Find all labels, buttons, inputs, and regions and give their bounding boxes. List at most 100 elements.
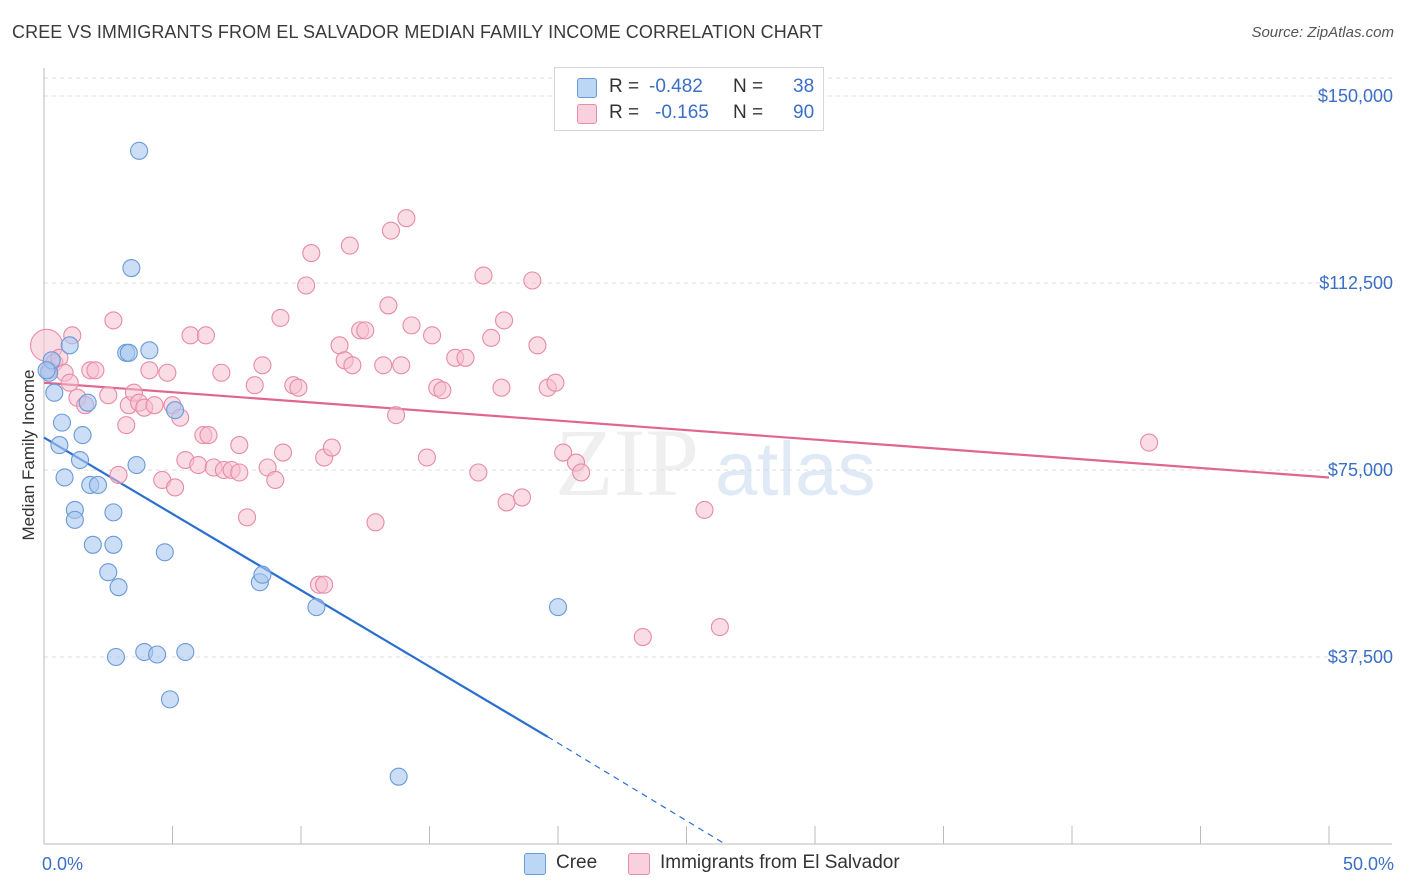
axes [43, 68, 1392, 845]
cree-point [166, 401, 185, 420]
salvador-point [273, 443, 293, 462]
y-tick-label: $75,000 [1328, 460, 1393, 480]
salvador-point [343, 356, 362, 375]
salvador-point [523, 271, 542, 290]
salvador-trend-line [43, 381, 1330, 479]
salvador-point [104, 311, 123, 330]
cree-point [148, 645, 167, 664]
salvador-point [417, 448, 436, 467]
cree-point [78, 393, 97, 412]
cree-point [106, 647, 126, 667]
cree-point [389, 767, 408, 786]
cree-point [176, 642, 195, 662]
bottom-legend-swatch-salvador [628, 853, 650, 875]
salvador-point [289, 378, 308, 397]
salvador-point [158, 363, 177, 382]
salvador-point [392, 356, 411, 375]
legend-r-label: R = [609, 102, 640, 123]
salvador-point [512, 488, 532, 507]
cree-point [50, 436, 69, 455]
cree-point [88, 475, 108, 495]
salvador-point [397, 209, 416, 228]
salvador-point [695, 500, 714, 519]
salvador-point [340, 236, 359, 255]
salvador-point [402, 316, 421, 335]
salvador-point [302, 244, 321, 263]
cree-point [104, 535, 123, 554]
salvador-point [546, 373, 565, 392]
salvador-point [86, 361, 105, 380]
cree-trend-line [43, 436, 549, 738]
salvador-point [1140, 433, 1159, 452]
salvador-point [474, 266, 493, 285]
y-tick-labels: $37,500 $75,000 $112,500 $150,000 [1318, 86, 1393, 667]
salvador-point [297, 276, 316, 295]
y-axis-label: Median Family Income [19, 369, 38, 540]
salvador-point [99, 386, 118, 405]
bottom-legend-label-cree: Cree [556, 852, 598, 873]
y-tick-label: $112,500 [1319, 273, 1393, 293]
cree-point [155, 543, 174, 562]
salvador-point [60, 373, 79, 392]
cree-point [160, 690, 179, 709]
salvador-point [469, 463, 488, 482]
salvador-point [710, 618, 729, 637]
salvador-point [387, 406, 406, 425]
salvador-point [423, 326, 442, 345]
cree-point [52, 413, 72, 432]
salvador-point [271, 308, 290, 327]
salvador-point [356, 321, 375, 340]
cree-point [37, 361, 56, 380]
cree-point [104, 503, 123, 522]
cree-point [65, 510, 84, 529]
salvador-point [492, 378, 511, 397]
legend-n-label: N = [733, 102, 764, 123]
salvador-point [497, 493, 516, 512]
legend-swatch-salvador [577, 104, 597, 124]
salvador-point [374, 356, 393, 375]
salvador-point [230, 463, 249, 482]
salvador-point [237, 508, 257, 527]
salvador-point [322, 438, 341, 457]
salvador-point [253, 356, 272, 375]
cree-point [548, 598, 568, 617]
salvador-point [196, 326, 215, 345]
cree-point [55, 468, 74, 487]
salvador-points [30, 209, 1159, 647]
salvador-point [117, 416, 136, 435]
bottom-legend-label-salvador: Immigrants from El Salvador [660, 852, 900, 873]
legend-r-value: -0.165 [655, 102, 709, 123]
salvador-point [266, 470, 285, 490]
cree-point [253, 565, 272, 584]
salvador-point [528, 336, 547, 355]
cree-point [83, 535, 102, 554]
cree-point [122, 258, 141, 278]
legend-swatch-cree [577, 78, 597, 98]
salvador-point [109, 465, 128, 485]
cree-points [37, 141, 568, 786]
legend-r-label: R = [609, 76, 640, 97]
salvador-point [379, 296, 398, 315]
cree-point [45, 383, 64, 402]
cree-point [109, 578, 128, 597]
salvador-point [245, 376, 264, 395]
cree-point [127, 455, 146, 475]
cree-point [119, 343, 138, 362]
salvador-point [572, 463, 591, 482]
cree-point [70, 450, 90, 470]
legend-n-value: 38 [793, 76, 815, 97]
salvador-point [482, 328, 501, 347]
cree-trend-extension [547, 736, 726, 845]
chart-title: CREE VS IMMIGRANTS FROM EL SALVADOR MEDI… [12, 22, 823, 42]
salvador-point [181, 326, 200, 345]
salvador-point [140, 361, 159, 380]
x-tick-max: 50.0% [1343, 854, 1394, 874]
legend-n-label: N = [733, 76, 764, 97]
salvador-point [189, 455, 208, 475]
salvador-point [456, 348, 475, 367]
salvador-point [212, 363, 231, 382]
legend-n-value: 90 [793, 102, 815, 123]
trend-lines [43, 381, 1330, 845]
salvador-point [199, 426, 218, 445]
cree-point [140, 341, 159, 360]
